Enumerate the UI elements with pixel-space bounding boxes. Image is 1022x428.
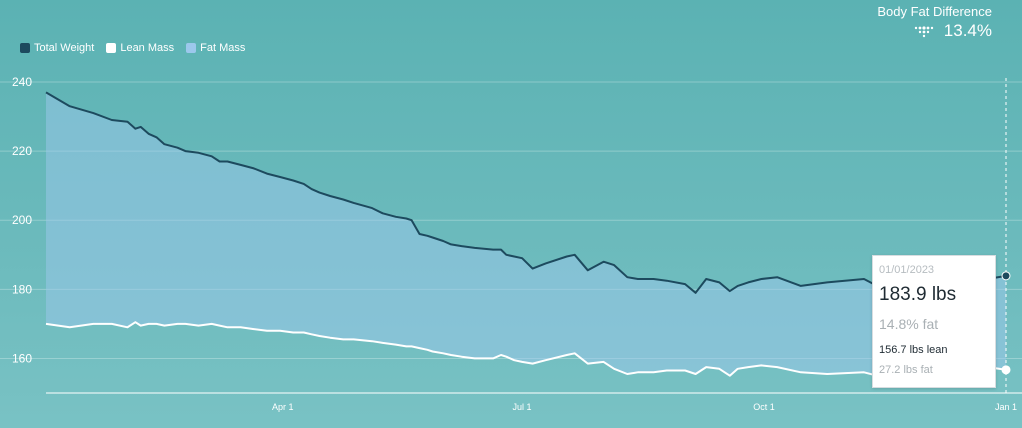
legend-swatch-fat-mass	[186, 43, 197, 53]
y-tick-label-200: 200	[12, 213, 32, 227]
fat-mass-area	[46, 92, 1006, 376]
body-fat-summary: Body Fat Difference 13.4%	[877, 4, 992, 41]
legend-label-total-weight: Total Weight	[34, 42, 95, 54]
tooltip-date: 01/01/2023	[879, 264, 935, 276]
legend-label-lean-mass: Lean Mass	[120, 42, 175, 54]
tooltip-fat-percent: 14.8% fat	[879, 316, 939, 332]
total-weight-line	[45, 91, 1007, 294]
x-tick-label-0: Apr 1	[272, 402, 294, 412]
lean-mass-point	[1001, 365, 1011, 375]
legend-item-total-weight[interactable]: Total Weight	[20, 42, 94, 54]
total-weight-point	[1001, 271, 1011, 281]
y-tick-label-220: 220	[12, 144, 32, 158]
y-tick-label-160: 160	[12, 351, 32, 365]
hover-cursor	[1001, 78, 1011, 393]
legend-swatch-total-weight	[20, 43, 30, 53]
tooltip-fat-mass: 27.2 lbs fat	[879, 364, 933, 376]
x-axis: Apr 1 Jul 1 Oct 1 Jan 1	[272, 402, 1017, 412]
fitbit-logo-icon	[914, 26, 933, 38]
legend-item-fat-mass[interactable]: Fat Mass	[186, 42, 245, 54]
area-layer	[46, 92, 1006, 376]
tooltip-weight: 183.9 lbs	[879, 284, 957, 305]
x-tick-label-3: Jan 1	[995, 402, 1017, 412]
x-tick-label-1: Jul 1	[513, 402, 532, 412]
x-tick-label-2: Oct 1	[753, 402, 775, 412]
y-axis: 160 180 200 220 240	[12, 75, 32, 365]
lean-mass-line	[45, 321, 1007, 377]
y-tick-label-240: 240	[12, 75, 32, 89]
summary-value: 13.4%	[943, 21, 992, 40]
series-lines	[45, 91, 1007, 377]
tooltip-lean-mass: 156.7 lbs lean	[879, 344, 948, 356]
legend-label-fat-mass: Fat Mass	[200, 42, 246, 54]
legend-item-lean-mass[interactable]: Lean Mass	[106, 42, 174, 54]
y-tick-label-180: 180	[12, 282, 32, 296]
legend-swatch-lean-mass	[106, 43, 117, 53]
chart-legend: Total Weight Lean Mass Fat Mass	[20, 42, 245, 54]
data-tooltip: 01/01/2023 183.9 lbs 14.8% fat 156.7 lbs…	[872, 255, 996, 388]
summary-title: Body Fat Difference	[877, 4, 992, 19]
